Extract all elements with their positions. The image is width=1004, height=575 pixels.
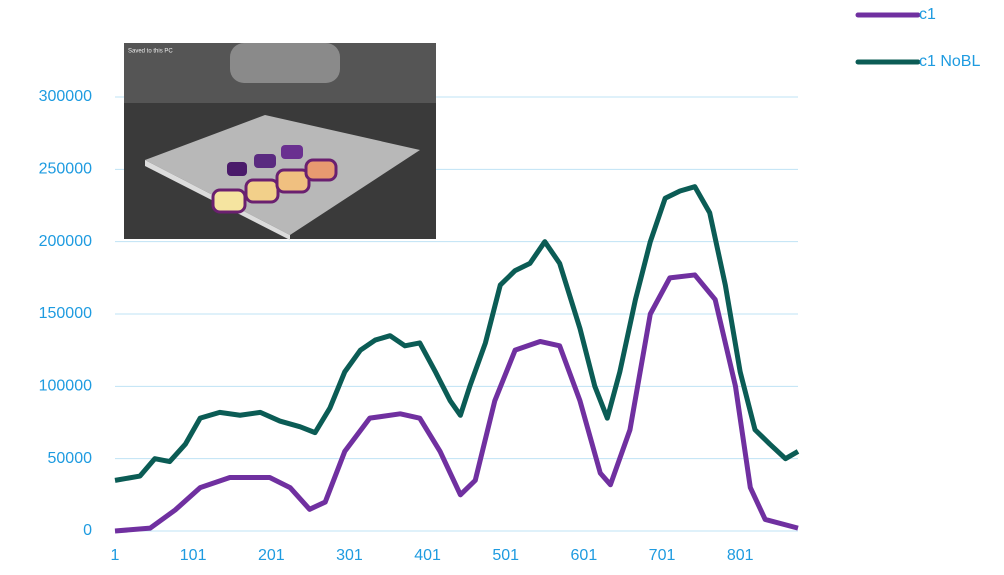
x-tick-label: 1: [111, 547, 120, 564]
photo-well: [211, 188, 247, 214]
series-line: [114, 272, 799, 534]
x-tick-label: 401: [414, 547, 441, 564]
photo-device: [230, 43, 340, 83]
y-tick-label: 0: [83, 522, 92, 539]
x-tick-label: 101: [180, 547, 207, 564]
photo-well: [227, 162, 247, 176]
photo-well: [254, 154, 276, 168]
x-tick-label: 701: [649, 547, 676, 564]
y-tick-label: 250000: [39, 161, 92, 178]
x-tick-label: 501: [492, 547, 519, 564]
photo-caption: Saved to this PC: [128, 49, 173, 55]
y-tick-label: 100000: [39, 378, 92, 395]
photo-well: [244, 178, 280, 204]
y-tick-label: 150000: [39, 305, 92, 322]
series-line: [114, 184, 800, 483]
y-tick-label: 300000: [39, 88, 92, 105]
y-tick-label: 200000: [39, 233, 92, 250]
photo-well: [281, 145, 303, 159]
photo-well: [304, 158, 338, 182]
legend-label: c1: [919, 6, 936, 23]
x-tick-label: 801: [727, 547, 754, 564]
x-tick-label: 301: [336, 547, 363, 564]
x-tick-label: 201: [258, 547, 285, 564]
legend-label: c1 NoBL: [919, 53, 980, 70]
y-tick-label: 50000: [48, 450, 93, 467]
inset-photo: Saved to this PC: [124, 43, 436, 240]
x-tick-label: 601: [571, 547, 598, 564]
photo-well: [275, 168, 311, 194]
